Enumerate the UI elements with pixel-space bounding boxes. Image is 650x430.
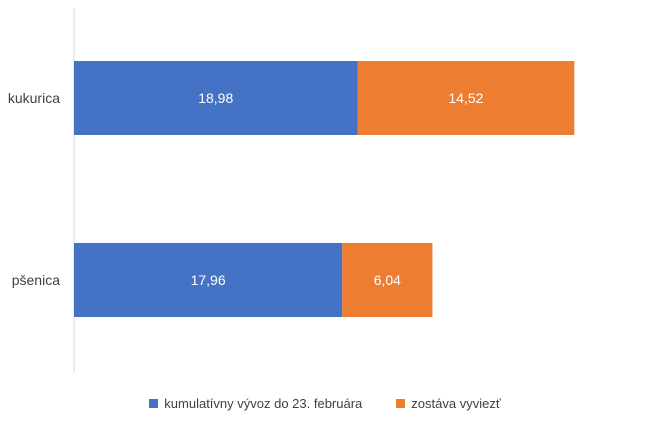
legend-item-cumulative-export: kumulatívny vývoz do 23. februára xyxy=(149,396,362,411)
data-label-kukurica-series-0: 18,98 xyxy=(198,90,233,106)
legend-item-remaining-export: zostáva vyviezť xyxy=(396,396,501,411)
data-label-kukurica-series-1: 14,52 xyxy=(448,90,483,106)
legend-label-remaining-export: zostáva vyviezť xyxy=(411,396,501,411)
bar-kukurica-series-1 xyxy=(357,61,575,135)
bars-group: 18,98 14,52 17,96 6,04 xyxy=(74,61,575,317)
category-label-kukurica: kukurica xyxy=(8,90,60,106)
legend-label-cumulative-export: kumulatívny vývoz do 23. februára xyxy=(164,396,363,411)
legend-swatch-cumulative-export xyxy=(149,399,159,408)
data-label-pšenica-series-1: 6,04 xyxy=(374,272,401,288)
data-label-pšenica-series-0: 17,96 xyxy=(191,272,226,288)
bar-pšenica-series-1 xyxy=(342,243,433,317)
legend: kumulatívny vývoz do 23. februára zostáv… xyxy=(0,396,650,411)
bar-kukurica-series-0 xyxy=(74,61,358,135)
legend-swatch-remaining-export xyxy=(396,399,406,408)
category-label-pšenica: pšenica xyxy=(12,272,60,288)
category-labels: kukurica pšenica xyxy=(8,90,60,288)
bar-pšenica-series-0 xyxy=(74,243,343,317)
